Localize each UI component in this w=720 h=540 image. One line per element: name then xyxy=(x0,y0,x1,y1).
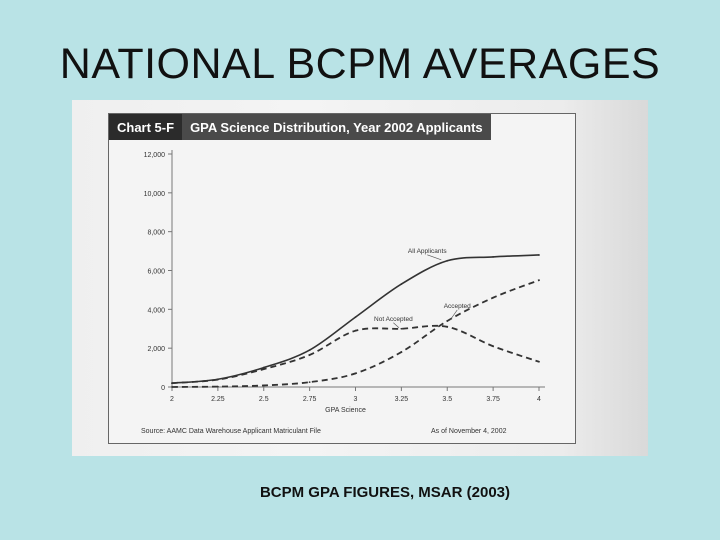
x-tick-label: 2.5 xyxy=(259,396,269,403)
x-tick-label: 3.25 xyxy=(395,396,409,403)
series-label-leader xyxy=(393,322,400,328)
series-line-all-applicants xyxy=(171,254,540,384)
series-label-all-applicants: All Applicants xyxy=(408,248,447,255)
x-tick-label: 3 xyxy=(354,396,358,403)
data-point-not-accepted xyxy=(308,354,311,356)
data-point-accepted xyxy=(492,296,495,299)
series-line-not-accepted xyxy=(171,324,540,385)
data-point-all-applicants xyxy=(354,316,357,318)
data-point-not-accepted xyxy=(446,325,449,328)
chart-id-label: Chart 5-F xyxy=(109,114,183,140)
chart-date-note: As of November 4, 2002 xyxy=(431,428,507,435)
series-label-not-accepted: Not Accepted xyxy=(374,316,413,323)
data-point-all-applicants xyxy=(262,366,265,369)
slide-caption: BCPM GPA FIGURES, MSAR (2003) xyxy=(259,484,511,501)
series-line-accepted xyxy=(171,279,540,388)
data-point-accepted xyxy=(446,320,449,322)
data-point-not-accepted xyxy=(262,368,265,371)
series-label-accepted: Accepted xyxy=(444,303,471,310)
data-point-accepted xyxy=(171,386,173,388)
data-point-all-applicants xyxy=(446,259,449,262)
data-point-not-accepted xyxy=(538,360,540,363)
y-tick-label: 6,000 xyxy=(147,269,165,276)
data-point-accepted xyxy=(354,372,357,375)
y-tick-label: 2,000 xyxy=(147,346,165,353)
data-point-all-applicants xyxy=(492,256,495,258)
x-tick-label: 2.75 xyxy=(303,396,317,403)
data-point-not-accepted xyxy=(216,378,219,381)
y-tick-label: 12,000 xyxy=(144,152,166,159)
data-point-accepted xyxy=(262,384,265,387)
data-point-accepted xyxy=(216,385,219,388)
series-label-leader xyxy=(427,254,442,261)
data-point-not-accepted xyxy=(492,345,495,348)
x-tick-label: 2.25 xyxy=(211,396,225,403)
data-point-all-applicants xyxy=(308,349,311,352)
data-point-accepted xyxy=(538,279,540,282)
data-point-all-applicants xyxy=(400,283,403,285)
x-tick-label: 2 xyxy=(170,396,174,403)
chart-title: GPA Science Distribution, Year 2002 Appl… xyxy=(182,114,491,140)
data-point-not-accepted xyxy=(354,329,357,332)
chart-header: Chart 5-F GPA Science Distribution, Year… xyxy=(109,114,575,140)
line-chart: 0 2,000 4,000 6,000 8,000 10,000 12,000 2 2.25 2.… xyxy=(144,150,545,414)
x-axis-title: GPA Science xyxy=(325,407,366,414)
data-point-not-accepted xyxy=(171,382,173,385)
chart-source-note: Source: AAMC Data Warehouse Applicant Ma… xyxy=(141,428,321,435)
y-tick-label: 10,000 xyxy=(144,191,166,198)
x-tick-label: 3.5 xyxy=(442,396,452,403)
series-label-leader xyxy=(450,309,458,321)
slide-title: NATIONAL BCPM AVERAGES xyxy=(59,40,661,88)
x-tick-label: 3.75 xyxy=(486,396,500,403)
y-tick-label: 4,000 xyxy=(147,307,165,314)
x-tick-label: 4 xyxy=(537,396,541,403)
data-point-accepted xyxy=(400,351,403,353)
data-point-not-accepted xyxy=(400,327,403,330)
y-tick-label: 0 xyxy=(161,385,165,392)
data-point-accepted xyxy=(308,381,311,384)
y-tick-label: 8,000 xyxy=(147,230,165,237)
data-point-all-applicants xyxy=(538,254,540,256)
chart-panel: Chart 5-F GPA Science Distribution, Year… xyxy=(108,113,576,444)
